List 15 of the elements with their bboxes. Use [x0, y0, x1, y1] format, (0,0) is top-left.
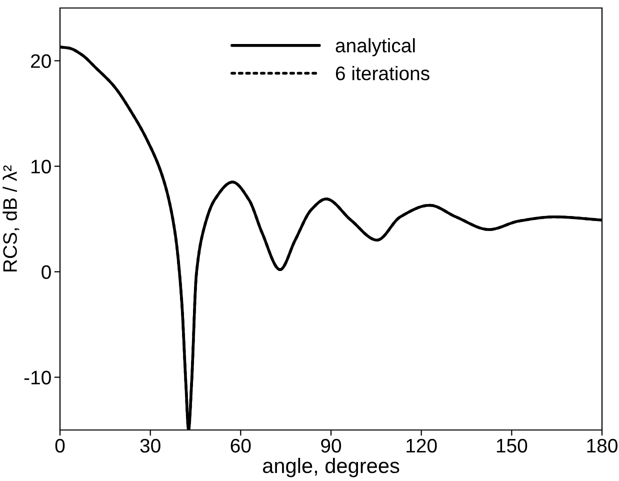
y-axis-title: RCS, dB / λ²	[2, 165, 20, 272]
legend-label: analytical	[336, 38, 415, 56]
x-tick-label: 150	[496, 438, 528, 453]
y-tick-label: 0	[42, 265, 51, 279]
x-tick-label: 0	[55, 438, 65, 453]
x-tick-label: 120	[406, 438, 437, 453]
y-tick-label: 10	[32, 160, 51, 174]
x-tick-label: 60	[230, 438, 251, 453]
y-tick-label: 20	[31, 54, 51, 68]
x-tick-label: 90	[321, 438, 342, 453]
x-axis-title: angle, degrees	[262, 458, 400, 478]
x-tick-label: 180	[587, 438, 618, 453]
legend-label: 6 iterations	[336, 66, 430, 80]
x-tick-label: 30	[140, 438, 160, 453]
y-tick-label: -10	[24, 370, 51, 384]
